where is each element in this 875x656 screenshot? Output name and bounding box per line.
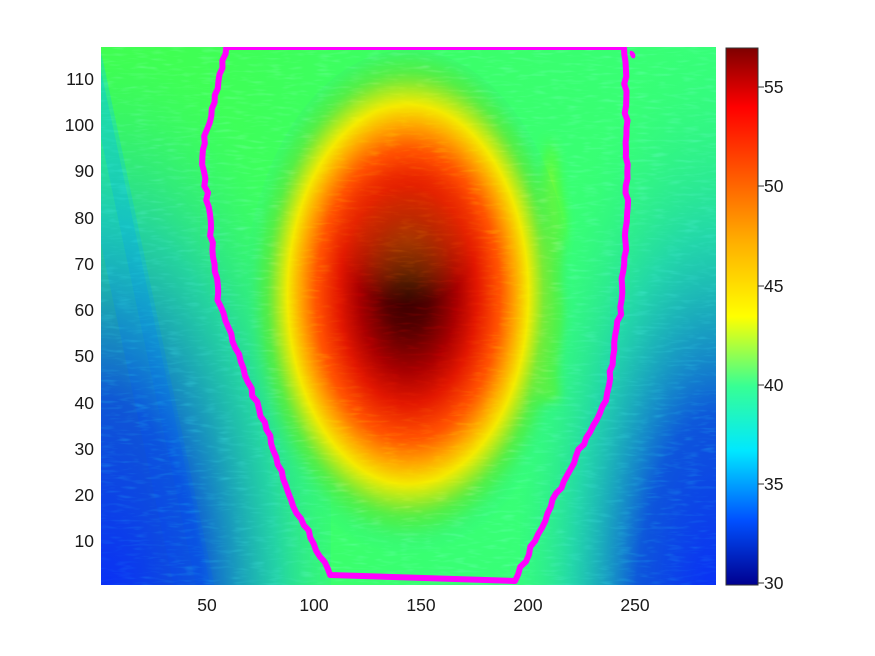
svg-text:150: 150 [406, 595, 435, 615]
svg-text:50: 50 [764, 176, 784, 196]
svg-text:55: 55 [764, 77, 783, 97]
svg-text:60: 60 [75, 300, 95, 320]
svg-text:50: 50 [75, 346, 95, 366]
svg-text:80: 80 [75, 208, 95, 228]
svg-text:40: 40 [764, 375, 784, 395]
svg-text:70: 70 [75, 254, 95, 274]
svg-text:50: 50 [197, 595, 217, 615]
svg-text:90: 90 [75, 161, 95, 181]
svg-text:100: 100 [299, 595, 328, 615]
svg-text:250: 250 [620, 595, 649, 615]
svg-text:20: 20 [75, 485, 95, 505]
svg-text:45: 45 [764, 276, 783, 296]
svg-text:200: 200 [513, 595, 542, 615]
svg-text:100: 100 [65, 115, 94, 135]
svg-text:10: 10 [75, 531, 95, 551]
svg-text:30: 30 [75, 439, 95, 459]
svg-text:30: 30 [764, 573, 784, 593]
svg-text:35: 35 [764, 474, 783, 494]
svg-text:110: 110 [66, 69, 94, 89]
svg-text:40: 40 [75, 393, 95, 413]
